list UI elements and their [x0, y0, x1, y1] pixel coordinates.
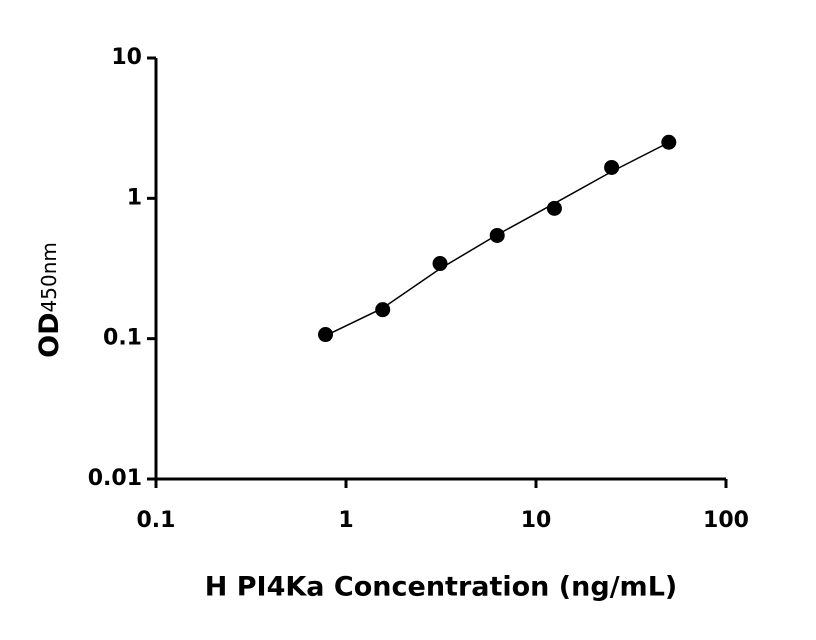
- y-tick-label: 0.01: [88, 466, 142, 491]
- point: [432, 256, 448, 272]
- point: [661, 134, 677, 150]
- y-axis-title-sub: 450nm: [37, 242, 61, 312]
- x-tick-label: 10: [521, 508, 552, 533]
- y-tick-label: 1: [127, 185, 142, 210]
- x-tick-label: 100: [703, 508, 749, 533]
- x-tick-label: 1: [338, 508, 353, 533]
- x-axis-title: H PI4Ka Concentration (ng/mL): [205, 572, 678, 603]
- y-axis-title-group: OD450nm: [34, 242, 65, 358]
- point: [317, 327, 333, 343]
- point: [489, 227, 505, 243]
- x-tick-label: 0.1: [137, 508, 176, 533]
- point: [375, 302, 391, 318]
- point: [604, 159, 620, 175]
- y-axis-title-main: OD: [34, 312, 65, 357]
- point: [546, 200, 562, 216]
- y-tick-label: 10: [111, 45, 142, 70]
- y-axis-title: OD450nm: [34, 242, 65, 358]
- y-tick-label: 0.1: [103, 326, 142, 351]
